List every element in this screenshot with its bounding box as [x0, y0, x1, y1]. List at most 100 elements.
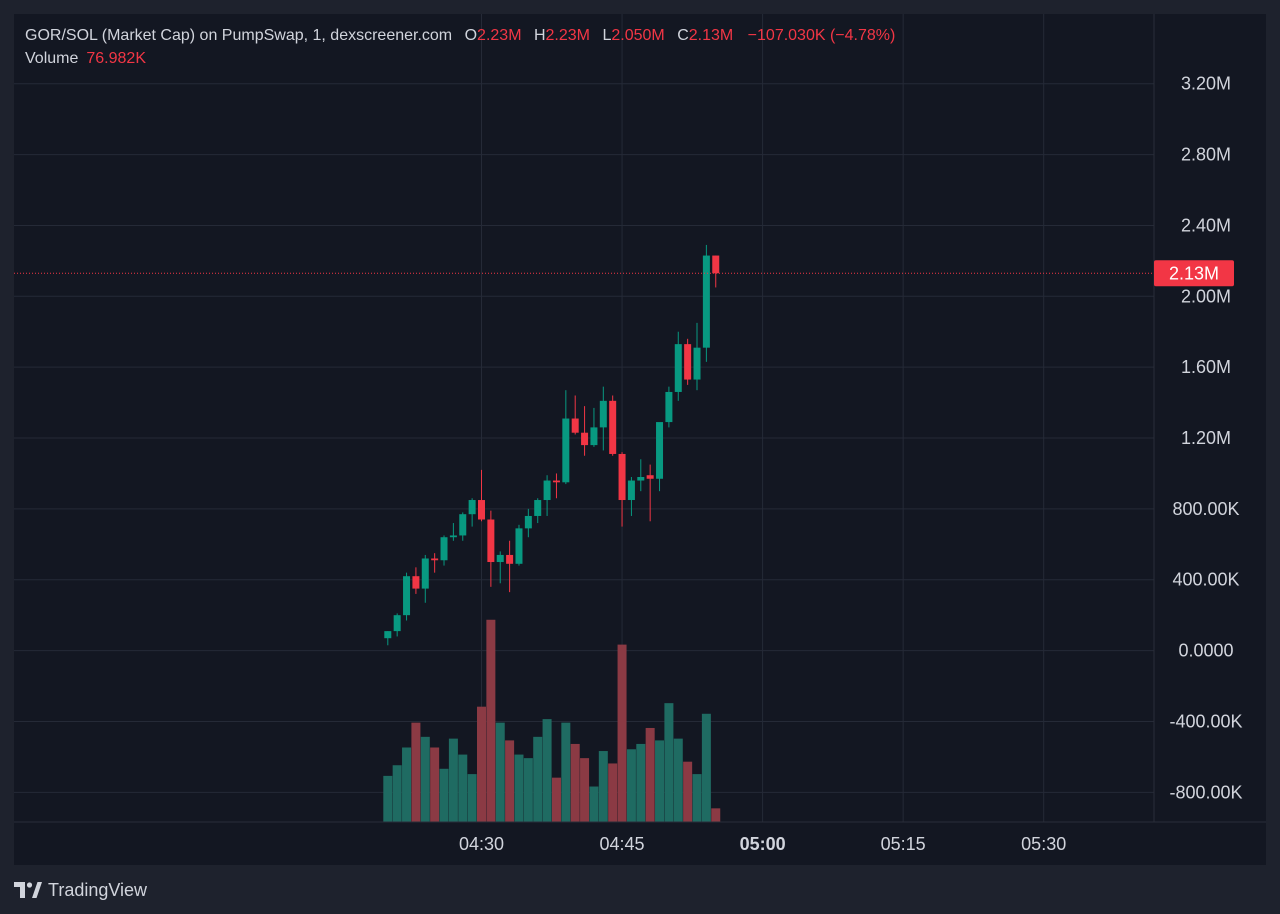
- candle-body: [487, 519, 495, 563]
- tradingview-brand[interactable]: TradingView: [14, 878, 147, 902]
- chart-legend: GOR/SOL (Market Cap) on PumpSwap, 1, dex…: [25, 26, 895, 46]
- y-tick-label: 0.0000: [1178, 641, 1233, 661]
- volume-bar: [645, 727, 655, 822]
- volume-bar: [664, 703, 674, 822]
- candle-body: [478, 500, 485, 520]
- axes: 3.20M 2.80M 2.40M 2.00M 1.60M 1.20M 800.00K 400…: [14, 14, 1266, 854]
- candle-body: [674, 344, 682, 392]
- grid: [14, 14, 1154, 822]
- volume-label: Volume: [25, 50, 79, 67]
- candle-body: [646, 475, 654, 479]
- candle-body: [412, 576, 420, 589]
- volume-bar: [580, 758, 590, 822]
- y-tick-label: 3.20M: [1181, 74, 1231, 94]
- x-tick-label: 05:00: [740, 834, 786, 854]
- volume-bar: [636, 743, 646, 822]
- candle-body: [712, 255, 720, 274]
- x-tick-label: 05:15: [881, 834, 926, 854]
- candles: [384, 244, 720, 646]
- volume-bar: [551, 777, 561, 822]
- candle-body: [534, 500, 542, 516]
- open-label: O: [464, 27, 478, 44]
- change-value: −107.030K (−4.78%): [747, 27, 896, 44]
- volume-bar: [448, 738, 458, 822]
- volume-bar: [383, 775, 393, 822]
- chart-title: GOR/SOL (Market Cap) on PumpSwap, 1, dex…: [25, 27, 453, 44]
- y-tick-label: 2.80M: [1181, 145, 1231, 165]
- chart-frame[interactable]: 3.20M 2.80M 2.40M 2.00M 1.60M 1.20M 800.00K 400…: [14, 14, 1266, 865]
- candle-body: [562, 418, 570, 483]
- close-label: C: [677, 27, 689, 44]
- last-price-badge: [1154, 260, 1234, 287]
- candle-body: [552, 480, 560, 483]
- candle-body: [581, 432, 589, 446]
- volume-bar: [626, 749, 636, 822]
- candle-body: [515, 528, 523, 564]
- candle-body: [684, 344, 692, 380]
- candle-body: [393, 615, 401, 632]
- candle-body: [665, 391, 673, 423]
- candle-body: [609, 400, 617, 454]
- last-price-label: 2.13M: [1169, 263, 1219, 283]
- y-tick-label: 2.00M: [1181, 286, 1231, 306]
- y-tick-label: -400.00K: [1169, 711, 1242, 731]
- brand-name: TradingView: [48, 879, 148, 900]
- candle-body: [693, 347, 701, 380]
- candle-body: [618, 453, 626, 501]
- volume-bar: [655, 740, 665, 822]
- low-value: 2.050M: [611, 27, 665, 44]
- candle-body: [496, 554, 504, 563]
- volume-bar: [402, 747, 412, 822]
- y-tick-label: 800.00K: [1172, 499, 1239, 519]
- volume-bar: [561, 722, 571, 822]
- low-label: L: [602, 27, 612, 44]
- close-value: 2.13M: [688, 27, 734, 44]
- volume-bar: [589, 786, 599, 822]
- x-tick-label: 04:45: [600, 834, 645, 854]
- y-tick-label: 2.40M: [1181, 215, 1231, 235]
- x-tick-label: 04:30: [459, 834, 504, 854]
- volume-bar: [420, 736, 430, 822]
- y-tick-label: 1.20M: [1181, 428, 1231, 448]
- volume-bar: [598, 751, 608, 822]
- candle-body: [627, 480, 635, 501]
- y-tick-label: 400.00K: [1172, 570, 1239, 590]
- candle-body: [571, 418, 579, 433]
- candle-body: [431, 558, 439, 561]
- volume-bar: [495, 722, 505, 822]
- x-tick-label: 05:30: [1021, 834, 1066, 854]
- candle-body: [403, 576, 411, 616]
- volume-bar: [486, 619, 496, 822]
- candle-body: [506, 554, 514, 564]
- volume-bar: [430, 747, 440, 822]
- y-tick-label: 1.60M: [1181, 357, 1231, 377]
- candle-body: [637, 476, 645, 481]
- volume-bar: [477, 706, 486, 822]
- volume-bar: [683, 761, 693, 822]
- volume-bar: [617, 644, 627, 822]
- candle-body: [656, 422, 664, 479]
- volume-bar: [458, 754, 468, 822]
- open-value: 2.23M: [477, 27, 522, 44]
- high-value: 2.23M: [545, 27, 590, 44]
- volume-bar: [439, 768, 449, 822]
- candle-body: [421, 558, 429, 589]
- volume-bar: [711, 808, 721, 822]
- volume-bar: [533, 736, 543, 822]
- volume-bar: [514, 754, 524, 822]
- volume-bar: [608, 763, 618, 822]
- candle-body: [384, 631, 392, 639]
- volume-value: 76.982K: [86, 50, 146, 67]
- candle-body: [599, 400, 607, 428]
- candle-body: [459, 514, 467, 536]
- volume-bar: [542, 719, 552, 822]
- tradingview-logo-icon: [14, 882, 42, 898]
- volume-bar: [411, 722, 421, 822]
- volume-bars: [383, 619, 721, 822]
- candle-body: [440, 537, 448, 561]
- candle-body: [702, 255, 710, 348]
- volume-bar: [673, 738, 683, 822]
- candlestick-chart[interactable]: 3.20M 2.80M 2.40M 2.00M 1.60M 1.20M 800.00K 400…: [14, 14, 1266, 865]
- volume-bar: [467, 774, 477, 822]
- candle-body: [524, 515, 532, 529]
